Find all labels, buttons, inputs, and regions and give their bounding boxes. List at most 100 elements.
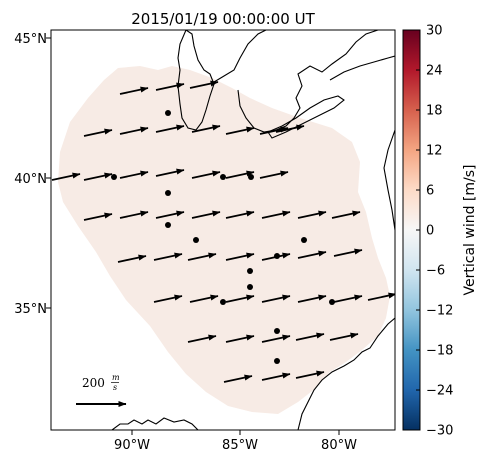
colorbar-tick-label: −30 [426, 424, 453, 439]
wind-vector-arrow [189, 80, 219, 89]
wind-vector-arrow [295, 332, 325, 341]
colorbar-tick-label: −12 [426, 304, 453, 319]
wind-vector-arrow [187, 334, 217, 343]
wind-vector-arrow [261, 334, 291, 343]
wind-vector-arrow [295, 370, 325, 379]
colorbar-tick-label: 18 [426, 104, 443, 119]
wind-vector-arrow [83, 212, 113, 221]
station-marker [274, 253, 280, 259]
scale-reference: 200 m s [76, 373, 127, 407]
vertical-wind-field [58, 66, 390, 414]
wind-vector-arrow [367, 292, 395, 301]
colorbar-label: Vertical wind [m/s] [462, 165, 478, 296]
wind-vectors [51, 80, 395, 383]
station-marker [220, 299, 226, 305]
wind-vector-arrow [189, 294, 219, 303]
wind-vector-arrow [333, 248, 363, 257]
lon-tick-label: 90°W [114, 438, 150, 453]
wind-vector-arrow [191, 170, 221, 179]
colorbar-tick-label: 24 [426, 64, 443, 79]
station-marker [248, 174, 254, 180]
wind-vector-arrow [297, 250, 327, 259]
wind-vector-arrow [223, 374, 253, 383]
lon-axis: 90°W 85°W 80°W [114, 430, 357, 453]
lat-tick-label: 45°N [14, 32, 47, 47]
station-marker [220, 174, 226, 180]
wind-vector-arrow [191, 210, 221, 219]
station-marker [247, 284, 253, 290]
wind-vector-arrow [275, 124, 305, 133]
scale-unit-numerator: m [112, 373, 120, 382]
wind-vector-arrow [333, 294, 363, 303]
plot-title: 2015/01/19 00:00:00 UT [131, 10, 315, 28]
colorbar-tick-label: 6 [426, 184, 434, 199]
wind-vector-arrow [155, 82, 185, 91]
scale-value: 200 [82, 376, 105, 390]
gulf-coastline [111, 417, 199, 430]
wind-vector-arrow [83, 128, 113, 137]
wind-vector-arrow [83, 172, 113, 181]
atlantic-coastline [383, 129, 395, 231]
wind-vector-arrow [261, 372, 291, 381]
wind-vector-arrow [155, 210, 185, 219]
lake-ontario-outline [329, 55, 395, 81]
wind-vector-arrow [153, 294, 183, 303]
wind-vector-arrow [225, 334, 255, 343]
station-marker [274, 358, 280, 364]
wind-vector-arrow [329, 332, 359, 341]
wind-vector-arrow [119, 170, 149, 179]
wind-vector-arrow [225, 210, 255, 219]
station-marker [165, 190, 171, 196]
station-marker [274, 328, 280, 334]
wind-vector-arrow [153, 252, 183, 261]
station-marker [165, 222, 171, 228]
station-marker [165, 110, 171, 116]
wind-vector-arrow [155, 168, 185, 177]
map-frame [50, 29, 396, 431]
colorbar-tick-label: 30 [426, 24, 443, 39]
wind-vector-arrow [187, 252, 217, 261]
station-marker [247, 268, 253, 274]
wind-vector-arrow [225, 294, 255, 303]
colorbar-tick-label: −6 [426, 264, 445, 279]
colorbar-tick-label: −18 [426, 344, 453, 359]
station-marker [111, 174, 117, 180]
station-marker [301, 237, 307, 243]
wind-vector-arrow [261, 294, 291, 303]
michigan-thumb-outline [213, 30, 267, 83]
lat-axis: 45°N 40°N 35°N [14, 32, 51, 317]
wind-vector-arrow [259, 126, 289, 135]
station-marker [193, 237, 199, 243]
colorbar-tick-label: −24 [426, 384, 453, 399]
scale-unit-denominator: s [113, 383, 117, 392]
wind-vector-arrow [119, 210, 149, 219]
lat-tick-label: 40°N [14, 172, 47, 187]
wind-vector-arrow [225, 170, 255, 179]
wind-vector-arrow [225, 252, 255, 261]
wind-vector-arrow [191, 124, 221, 133]
map-panel: 200 m s [51, 30, 395, 430]
lat-tick-label: 35°N [14, 302, 47, 317]
wind-vector-arrow [225, 126, 255, 135]
wind-vector-arrow [119, 126, 149, 135]
colorbar-tick-label: 0 [426, 224, 434, 239]
wind-vector-arrow [297, 210, 327, 219]
wind-vector-arrow [297, 294, 327, 303]
wind-vector-arrow [51, 172, 81, 181]
wind-vector-arrow [119, 86, 149, 95]
colorbar: 30 24 18 12 6 0 −6 −12 −18 −24 −30 Vertical wind [… [402, 24, 478, 439]
southeast-coastline [297, 317, 395, 430]
lon-tick-label: 85°W [222, 438, 258, 453]
lon-tick-label: 80°W [321, 438, 357, 453]
station-markers [111, 110, 335, 364]
colorbar-tick-label: 12 [426, 144, 443, 159]
wind-vector-arrow [261, 210, 291, 219]
wind-vector-arrow [117, 254, 147, 263]
station-marker [329, 299, 335, 305]
lake-michigan-outline [177, 30, 215, 131]
colorbar-ticks: 30 24 18 12 6 0 −6 −12 −18 −24 −30 [416, 24, 453, 439]
wind-vector-arrow [155, 124, 185, 133]
wind-vector-arrow [331, 210, 361, 219]
wind-vector-arrow [259, 170, 289, 179]
